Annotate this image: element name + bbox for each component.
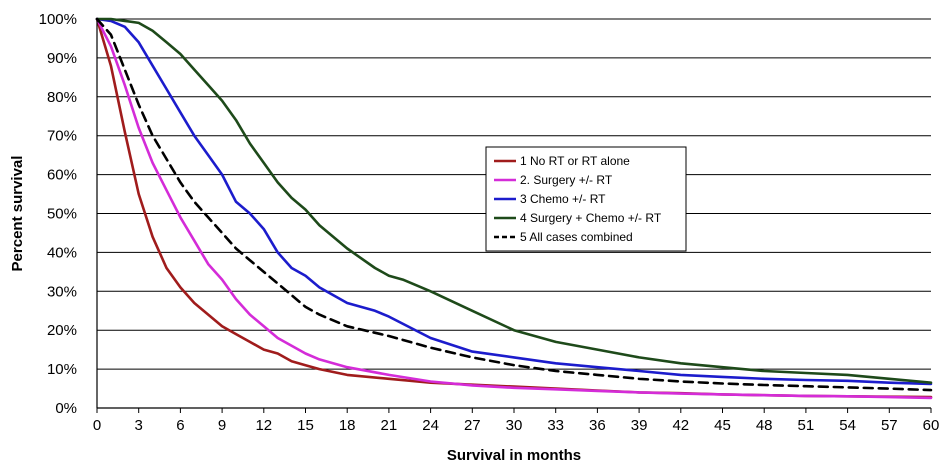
x-tick-label: 24 [422,417,439,434]
series-line-4 [95,17,933,384]
legend-box [485,146,687,252]
x-tick-label: 48 [756,417,773,434]
legend: 1 No RT or RT alone 2. Surgery +/- RT 3 Ch… [485,146,687,252]
y-tick-label: 20% [47,322,77,339]
x-tick-label: 36 [589,417,606,434]
x-tick-label: 30 [506,417,523,434]
series-lines [95,17,933,400]
x-tick-label: 54 [839,417,856,434]
y-tick-label: 100% [39,11,77,28]
x-tick-label: 57 [881,417,898,434]
legend-label: 2. Surgery +/- RT [520,173,613,187]
x-tick-label: 18 [339,417,356,434]
series-line-5 [95,17,933,392]
x-tick-label: 15 [297,417,314,434]
legend-label: 5 All cases combined [520,230,633,244]
x-axis-ticks: 0 3 6 9 12 15 18 21 24 27 30 33 36 39 42 45 48 51 54 57 60 [93,408,940,434]
legend-label: 1 No RT or RT alone [520,154,630,168]
series-line-3 [95,17,933,386]
y-axis-title: Percent survival [9,156,26,272]
y-tick-label: 60% [47,167,77,184]
y-tick-label: 80% [47,89,77,106]
x-tick-label: 51 [798,417,815,434]
x-tick-label: 3 [135,417,143,434]
y-tick-label: 0% [55,400,77,417]
y-axis-ticks: 0% 10% 20% 30% 40% 50% 60% 70% 80% 90% 100% [39,11,77,417]
y-tick-label: 50% [47,206,77,223]
legend-label: 3 Chemo +/- RT [520,192,606,206]
x-tick-label: 42 [672,417,689,434]
series-line-2 [95,17,933,400]
x-tick-label: 45 [714,417,731,434]
y-tick-label: 40% [47,244,77,261]
y-tick-label: 90% [47,50,77,67]
x-tick-label: 12 [255,417,272,434]
x-axis-title: Survival in months [447,447,581,464]
y-tick-label: 30% [47,283,77,300]
y-tick-label: 70% [47,128,77,145]
axis-lines [96,19,931,409]
x-tick-label: 6 [176,417,184,434]
x-tick-label: 39 [631,417,648,434]
x-tick-label: 33 [547,417,564,434]
y-tick-label: 10% [47,361,77,378]
x-tick-label: 9 [218,417,226,434]
x-tick-label: 60 [923,417,940,434]
x-tick-label: 21 [381,417,398,434]
legend-label: 4 Surgery + Chemo +/- RT [520,211,662,225]
x-tick-label: 0 [93,417,101,434]
x-tick-label: 27 [464,417,481,434]
